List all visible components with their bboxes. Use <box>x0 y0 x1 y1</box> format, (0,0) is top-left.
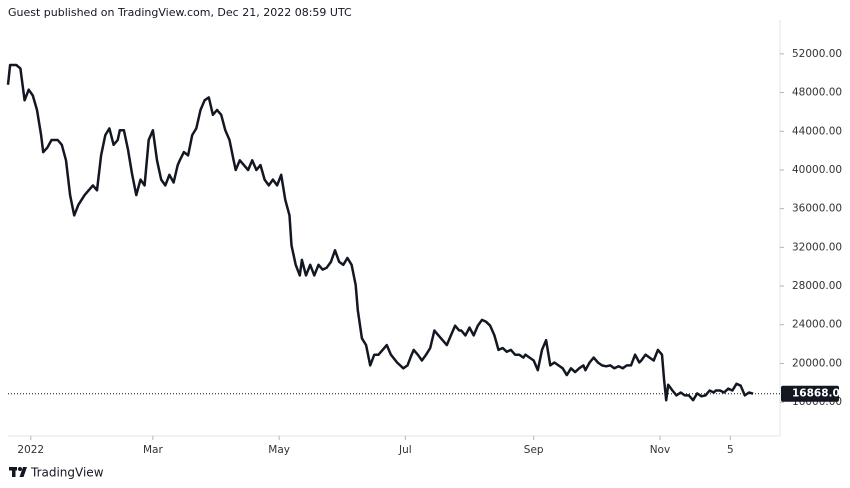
x-tick-label: 5 <box>727 444 734 456</box>
x-tick-label: May <box>268 444 290 456</box>
x-tick-label: 2022 <box>17 444 44 456</box>
last-price-box <box>781 385 839 402</box>
y-tick-label: 44000.00 <box>792 125 842 137</box>
price-line <box>6 63 754 402</box>
y-tick-label: 40000.00 <box>792 164 842 176</box>
y-tick-label: 20000.00 <box>792 357 842 369</box>
y-tick-label: 32000.00 <box>792 241 842 253</box>
x-tick-label: Jul <box>398 444 412 456</box>
y-tick-label: 28000.00 <box>792 280 842 292</box>
header: Guest published on TradingView.com, Dec … <box>8 6 352 19</box>
y-tick-label: 24000.00 <box>792 319 842 331</box>
y-tick-label: 48000.00 <box>792 87 842 99</box>
y-tick-label: 52000.00 <box>792 48 842 60</box>
x-tick-label: Sep <box>524 444 544 456</box>
x-tick-label: Nov <box>650 444 671 456</box>
x-tick-label: Mar <box>143 444 163 456</box>
last-price-label: 16868.00 <box>792 388 847 400</box>
y-tick-label: 36000.00 <box>792 203 842 215</box>
footer-brand: TradingView <box>30 466 104 480</box>
logo <box>9 467 27 477</box>
